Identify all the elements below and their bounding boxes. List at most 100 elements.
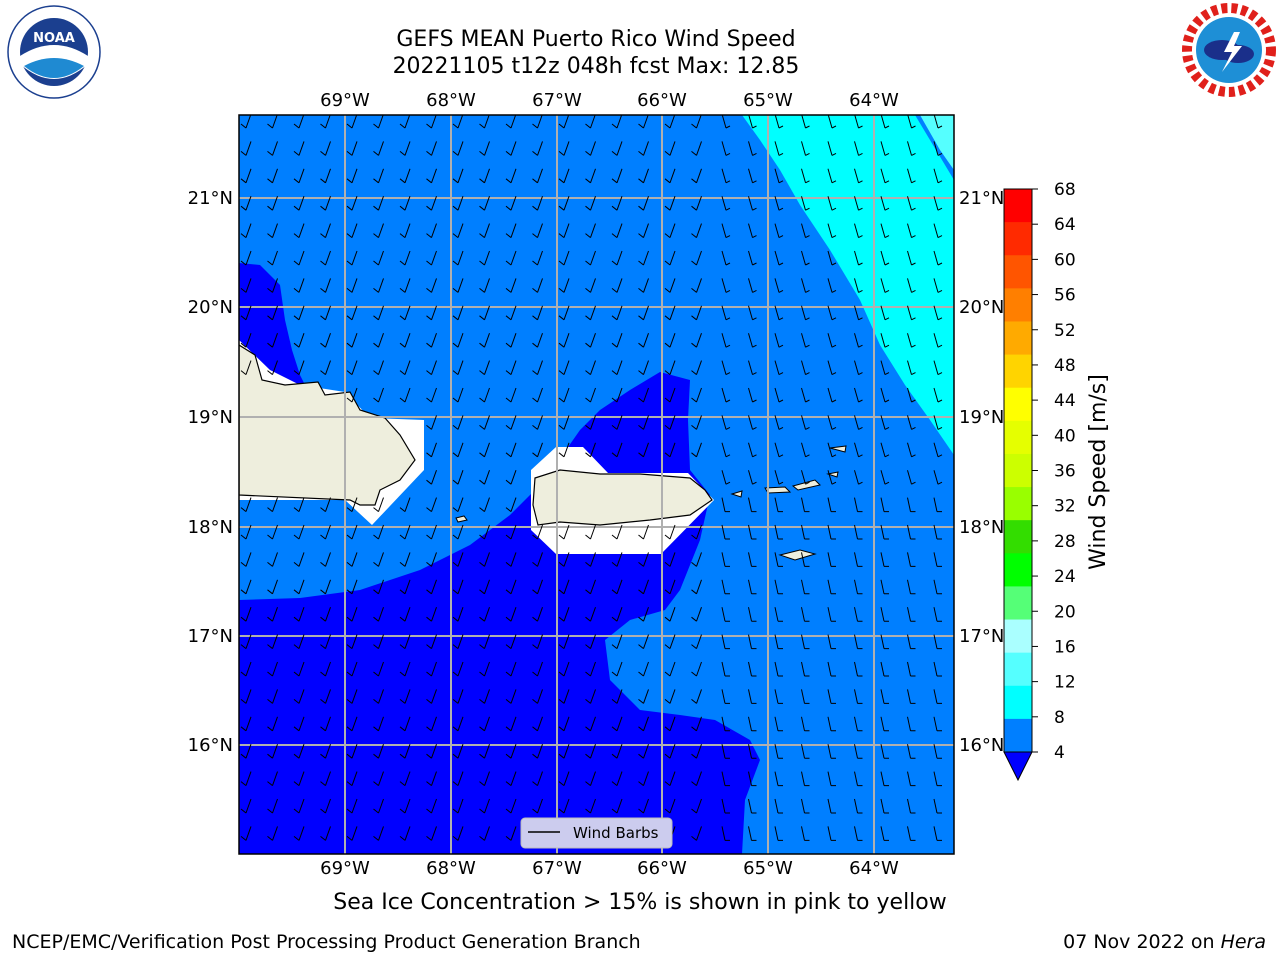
wind-barb [532, 579, 543, 595]
wind-barb [452, 826, 464, 841]
wind-barb [240, 524, 252, 540]
wind-barb [452, 223, 464, 238]
wind-barb [721, 497, 730, 513]
wind-barb [907, 552, 916, 567]
wind-barb [479, 798, 490, 814]
wind-barb [801, 196, 810, 211]
wind-barb [532, 305, 543, 321]
wind-barb [907, 470, 916, 485]
wind-barb [293, 497, 305, 512]
wind-barb [774, 305, 784, 321]
wind-barb [638, 744, 649, 759]
wind-barb [240, 333, 252, 348]
wind-barb [801, 798, 810, 814]
wind-barb [748, 826, 757, 841]
map-frame [238, 114, 955, 855]
wind-barb [293, 196, 305, 211]
wind-barb [774, 607, 783, 622]
wind-barb [585, 771, 596, 786]
wind-barb [854, 716, 863, 732]
wind-barb [801, 552, 810, 567]
wind-barb [373, 552, 384, 567]
wind-barb [933, 333, 943, 348]
wind-barb [558, 552, 570, 567]
wind-barb [611, 634, 623, 649]
wind-barb [827, 552, 836, 567]
wind-barb [748, 689, 757, 704]
wind-barb [774, 115, 784, 129]
noaa-logo-text: NOAA [33, 31, 75, 46]
wind-barb [721, 115, 731, 129]
wind-barb [558, 168, 570, 184]
colorbar-tick-label: 36 [1054, 462, 1076, 482]
lat-label-left-5: 17°N [188, 626, 233, 647]
wind-barb [691, 141, 702, 156]
wind-barb [933, 442, 943, 458]
wind-barb [558, 524, 570, 540]
wind-barb [399, 305, 411, 321]
wind-barb [933, 826, 942, 841]
wind-barb [373, 744, 384, 759]
wind-barb [880, 579, 889, 595]
wind-barb [638, 716, 649, 732]
wind-barb [721, 223, 731, 239]
wind-barb [426, 141, 437, 156]
wind-barb [426, 634, 437, 649]
wind-barbs [240, 115, 943, 841]
wind-barb [721, 524, 730, 540]
wind-barb [907, 115, 916, 129]
wind-barb [532, 771, 543, 786]
wind-barb [827, 442, 837, 458]
wind-barb [505, 552, 517, 567]
wind-barb [399, 689, 411, 704]
wind-barb [373, 168, 384, 184]
wind-barb [774, 634, 783, 650]
wind-barb [691, 387, 702, 403]
wind-barb [748, 278, 757, 293]
wind-barb [505, 305, 517, 321]
wind-barb [426, 744, 437, 759]
wind-barb [505, 716, 517, 732]
wind-barb [320, 524, 331, 540]
wind-barb [452, 333, 464, 348]
wind-barb [748, 798, 757, 814]
wind-barb [748, 552, 757, 567]
wind-barb [532, 524, 543, 540]
wind-barb [452, 552, 464, 567]
colorbar-tick-label: 44 [1054, 391, 1076, 411]
wind-barb [801, 305, 810, 321]
lat-gridlines [239, 197, 954, 746]
wind-barb [505, 607, 517, 622]
wind-barb [267, 579, 278, 595]
wind-barb [664, 661, 676, 677]
wind-barb [748, 141, 757, 156]
wind-barb [346, 826, 358, 841]
wind-barb [426, 333, 437, 348]
wind-barb [774, 333, 784, 348]
wind-barb [611, 115, 623, 129]
wind-barb [854, 115, 863, 129]
wind-barb [691, 305, 702, 321]
wind-barb [854, 196, 863, 211]
wind-barb [558, 415, 570, 430]
noaa-logo: NOAA [7, 5, 101, 99]
wind-barb [558, 744, 570, 759]
wind-barb [854, 524, 863, 540]
wind-barb [585, 634, 596, 649]
wind-barb [585, 689, 596, 704]
wind-barb [426, 223, 437, 238]
wind-barb [611, 141, 623, 156]
wind-barb [267, 168, 278, 184]
wind-barb [532, 250, 543, 266]
wind-barb [452, 497, 464, 512]
wind-barb [907, 798, 916, 814]
wind-barb [611, 524, 623, 540]
wind-barb [373, 250, 384, 266]
wind-barb [827, 826, 836, 841]
wind-barb [399, 744, 411, 759]
wind-barb [907, 442, 916, 458]
wind-barb [664, 634, 676, 649]
wind-barb [399, 196, 411, 211]
wind-barb [933, 661, 942, 677]
wind-barb [854, 771, 863, 787]
